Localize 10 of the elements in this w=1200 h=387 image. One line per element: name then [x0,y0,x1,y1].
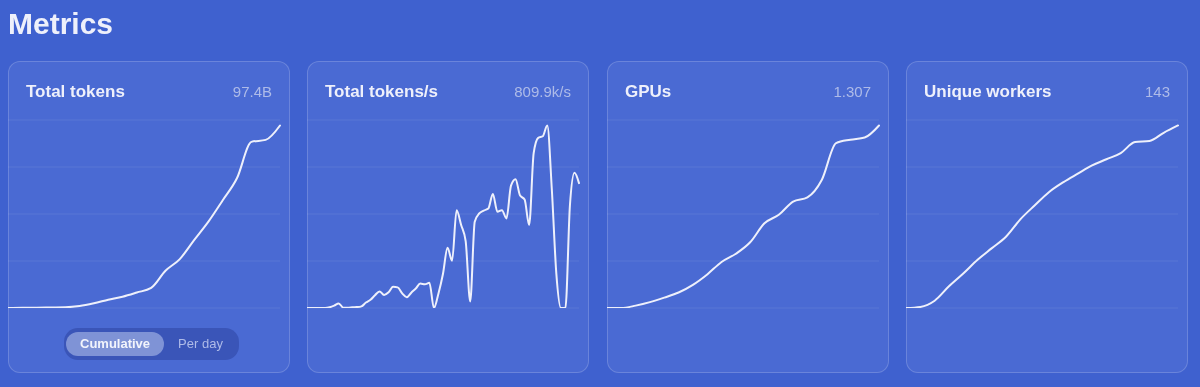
chart-subtitle: 143 [1144,83,1170,100]
chart-subtitle: 97.4B [232,83,272,100]
chart-title: Total tokens/s [325,82,439,102]
toggle-switch: Cumulative Per day [64,328,239,360]
chart-title: GPUs [625,82,672,102]
chart-subtitle: 809.9k/s [514,83,571,100]
text: Metrics [8,7,114,41]
chart-title: Unique workers [924,82,1052,102]
chart-subtitle: 1.307 [833,83,871,100]
chart-title: Total tokens [26,82,125,102]
